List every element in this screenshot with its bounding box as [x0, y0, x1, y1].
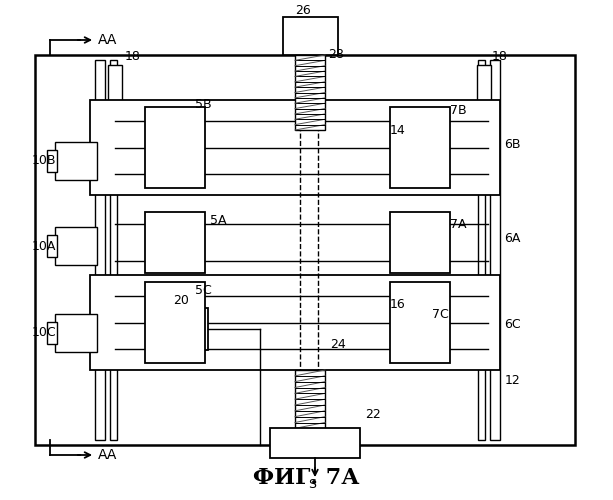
Text: 5C: 5C [195, 284, 211, 296]
Bar [90, 100, 500, 195]
Bar [55, 142, 97, 180]
Text: 6A: 6A [504, 232, 520, 244]
Bar [35, 55, 575, 445]
Text: 28: 28 [328, 48, 344, 62]
Text: AA: AA [98, 448, 117, 462]
Text: 6B: 6B [504, 138, 520, 151]
Bar [95, 60, 105, 440]
Bar [47, 235, 57, 257]
Text: S: S [308, 478, 316, 492]
Bar [145, 107, 205, 188]
Text: 7C: 7C [432, 308, 449, 322]
Bar [55, 314, 97, 352]
Text: ФИГ. 7А: ФИГ. 7А [253, 467, 360, 489]
Bar [283, 17, 338, 55]
Text: 12: 12 [505, 374, 521, 386]
Bar [108, 65, 122, 130]
Text: 10A: 10A [32, 240, 56, 252]
Bar [295, 55, 325, 130]
Text: 22: 22 [365, 408, 381, 422]
Text: 10C: 10C [32, 326, 56, 338]
Bar [390, 107, 450, 188]
Text: 5A: 5A [210, 214, 226, 226]
Bar [90, 275, 500, 370]
Text: 7A: 7A [450, 218, 466, 232]
Text: 26: 26 [295, 4, 311, 16]
Bar [295, 370, 325, 440]
Bar [477, 65, 491, 130]
Text: 16: 16 [390, 298, 406, 312]
Bar [55, 227, 97, 265]
Bar [145, 212, 205, 273]
Bar [160, 308, 208, 350]
Bar [478, 60, 485, 440]
Bar [47, 322, 57, 344]
Bar [490, 60, 500, 440]
Text: 10B: 10B [32, 154, 56, 166]
Bar [270, 428, 360, 458]
Text: AA: AA [98, 33, 117, 47]
Bar [145, 282, 205, 363]
Text: 14: 14 [390, 124, 406, 136]
Text: 20: 20 [173, 294, 189, 306]
Text: 6C: 6C [504, 318, 520, 332]
Text: 5B: 5B [195, 98, 211, 112]
Text: 18: 18 [125, 50, 141, 64]
Bar [390, 212, 450, 273]
Text: 18: 18 [492, 50, 508, 64]
Text: 7B: 7B [450, 104, 466, 117]
Text: 24: 24 [330, 338, 346, 351]
Bar [390, 282, 450, 363]
Bar [47, 150, 57, 172]
Bar [110, 60, 117, 440]
